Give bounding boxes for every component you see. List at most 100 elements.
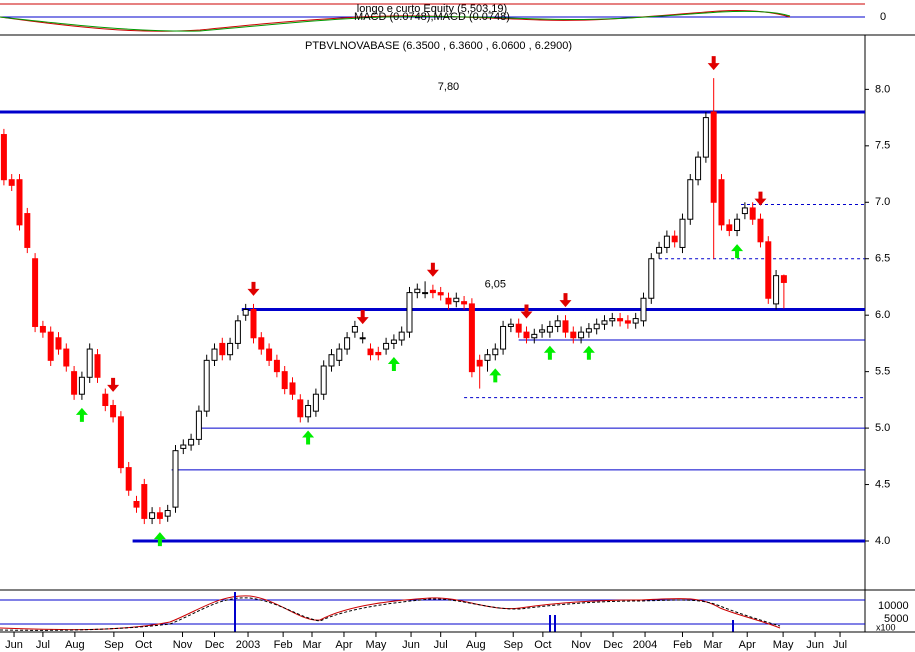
x-tick-label: Dec: [603, 639, 623, 651]
x-tick-label: Jul: [434, 639, 448, 651]
up-arrow: [543, 345, 556, 360]
candle-body: [437, 292, 444, 296]
candle-body: [219, 342, 226, 356]
candle-body: [515, 323, 522, 333]
candle-body: [539, 329, 546, 333]
x-tick-label: Oct: [135, 639, 152, 651]
candle-body: [500, 325, 507, 350]
annotation: 6,05: [485, 278, 506, 290]
candle-body: [55, 337, 62, 350]
x-tick-label: Jun: [402, 639, 420, 651]
upper-label: longo e curto Equity (5,503.19): [357, 3, 507, 15]
upper-tick: 0: [880, 11, 886, 23]
candle-body: [453, 297, 460, 303]
candle-body: [188, 438, 195, 446]
candle-body: [390, 339, 397, 344]
x-tick-label: Jun: [5, 639, 23, 651]
y-tick-label: 5.0: [875, 422, 890, 434]
candle-body: [24, 213, 31, 248]
y-tick-label: 7.5: [875, 140, 890, 152]
signal-line: [0, 10, 791, 32]
candle-body: [679, 218, 686, 248]
candle-body: [94, 354, 101, 378]
candle-body: [663, 235, 670, 248]
x-tick-label: Mar: [303, 639, 322, 651]
candle-body: [702, 117, 709, 158]
candle-body: [234, 320, 241, 344]
x-tick-label: Jun: [806, 639, 824, 651]
candle-body: [749, 207, 756, 220]
candle-body: [289, 382, 296, 395]
x-tick-label: Sep: [503, 639, 523, 651]
up-arrow: [75, 407, 88, 422]
candle-body: [624, 320, 631, 324]
candle-body: [328, 354, 335, 367]
candle-body: [47, 331, 54, 361]
candle-body: [16, 179, 23, 226]
candle-body: [86, 348, 93, 378]
x-tick-label: Nov: [173, 639, 193, 651]
candle-body: [383, 342, 390, 350]
x-tick-label: May: [773, 639, 794, 651]
candle-body: [718, 179, 725, 226]
macd-line: [0, 10, 791, 32]
up-arrow: [302, 430, 315, 445]
candle-body: [156, 512, 163, 519]
down-arrow: [107, 377, 120, 392]
y-tick-label: 4.5: [875, 478, 890, 490]
x-tick-label: Jul: [833, 639, 847, 651]
x-tick-label: Oct: [534, 639, 551, 651]
x-tick-label: Nov: [571, 639, 591, 651]
candle-body: [71, 371, 78, 395]
x-tick-label: Sep: [104, 639, 124, 651]
lower-panel: 10000 5000 x100: [0, 589, 915, 633]
candle-body: [640, 297, 647, 322]
candle-body: [63, 348, 70, 367]
candle-body: [585, 328, 592, 333]
candle-body: [773, 275, 780, 305]
candle-body: [320, 365, 327, 395]
up-arrow: [582, 345, 595, 360]
down-arrow: [247, 281, 260, 296]
oscillator-signal: [0, 597, 781, 631]
upper-panel: longo e curto Equity (5,503.19) MACD (0.…: [0, 3, 915, 36]
down-arrow: [356, 310, 369, 325]
up-arrow: [489, 368, 502, 383]
candle-body: [336, 348, 343, 361]
candle-body: [422, 292, 429, 295]
candle-body: [507, 323, 514, 327]
candle-body: [406, 292, 413, 333]
candle-body: [351, 325, 358, 333]
candle-body: [398, 331, 405, 341]
x-tick-label: Jul: [36, 639, 50, 651]
candle-body: [367, 348, 374, 356]
candle-body: [305, 405, 312, 418]
candle-body: [32, 258, 39, 327]
candle-body: [125, 467, 132, 491]
candle-body: [110, 405, 117, 418]
candle-body: [757, 218, 764, 243]
candle-body: [133, 500, 140, 508]
candle-body: [617, 318, 624, 322]
candle-body: [211, 348, 218, 361]
down-arrow: [559, 293, 572, 308]
x-tick-label: Aug: [466, 639, 486, 651]
candle-body: [250, 309, 257, 339]
up-arrow: [387, 357, 400, 372]
x-tick-label: May: [366, 639, 387, 651]
candle-body: [242, 309, 249, 316]
lower-tick: 5000: [884, 613, 908, 625]
candle-body: [741, 207, 748, 215]
candle-body: [195, 410, 202, 440]
candle-body: [359, 337, 366, 340]
candle-body: [601, 320, 608, 325]
chart-title: PTBVLNOVABASE (6.3500 , 6.3600 , 6.0600 …: [305, 40, 572, 52]
x-tick-label: 2004: [633, 639, 657, 651]
candle-body: [227, 342, 234, 356]
down-arrow: [707, 56, 720, 71]
candle-body: [476, 359, 483, 367]
candle-body: [281, 371, 288, 390]
lower-tick: x100: [876, 622, 896, 632]
candle-body: [297, 399, 304, 418]
x-tick-label: Dec: [205, 639, 225, 651]
